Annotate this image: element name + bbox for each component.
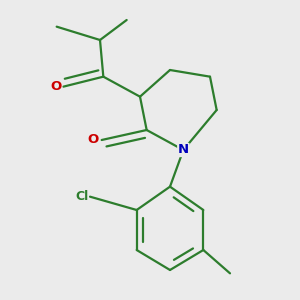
Text: O: O xyxy=(50,80,62,93)
Text: O: O xyxy=(88,134,99,146)
Text: N: N xyxy=(178,143,189,157)
Text: Cl: Cl xyxy=(75,190,88,203)
